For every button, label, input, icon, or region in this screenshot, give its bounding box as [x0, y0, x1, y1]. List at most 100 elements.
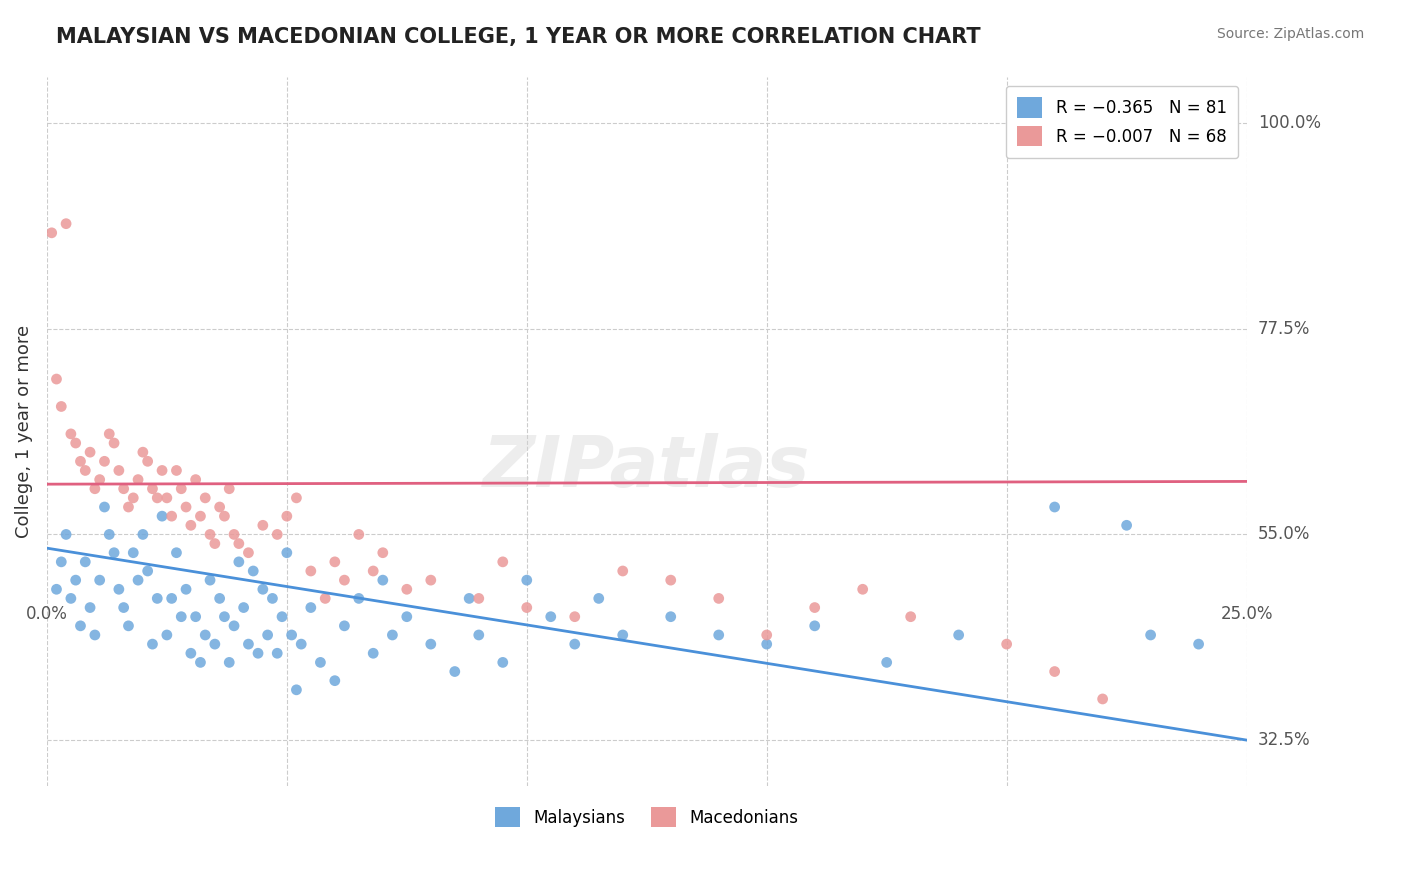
Point	[180, 518, 202, 533]
Point	[150, 463, 173, 477]
Point	[262, 591, 284, 606]
Point	[55, 527, 77, 541]
Point	[228, 555, 250, 569]
Point	[65, 436, 87, 450]
Point	[174, 500, 197, 514]
Text: 25.0%: 25.0%	[1220, 605, 1272, 624]
Text: 100.0%: 100.0%	[1258, 114, 1320, 132]
Point	[127, 473, 149, 487]
Point	[395, 609, 418, 624]
Point	[79, 600, 101, 615]
Point	[361, 564, 384, 578]
Point	[612, 628, 634, 642]
Point	[136, 564, 159, 578]
Point	[285, 682, 308, 697]
Legend: Malaysians, Macedonians: Malaysians, Macedonians	[489, 800, 804, 834]
Point	[948, 628, 970, 642]
Point	[108, 582, 131, 597]
Point	[900, 609, 922, 624]
Point	[141, 482, 163, 496]
Point	[290, 637, 312, 651]
Y-axis label: College, 1 year or more: College, 1 year or more	[15, 325, 32, 538]
Point	[612, 564, 634, 578]
Point	[89, 473, 111, 487]
Point	[98, 426, 121, 441]
Point	[333, 619, 356, 633]
Point	[141, 637, 163, 651]
Point	[59, 591, 82, 606]
Point	[242, 564, 264, 578]
Point	[45, 372, 67, 386]
Point	[184, 473, 207, 487]
Point	[98, 527, 121, 541]
Point	[803, 619, 825, 633]
Point	[117, 619, 139, 633]
Point	[194, 491, 217, 505]
Point	[166, 546, 188, 560]
Point	[208, 591, 231, 606]
Point	[174, 582, 197, 597]
Point	[103, 436, 125, 450]
Point	[371, 573, 394, 587]
Point	[1139, 628, 1161, 642]
Point	[55, 217, 77, 231]
Point	[995, 637, 1018, 651]
Point	[347, 527, 370, 541]
Point	[1187, 637, 1209, 651]
Point	[112, 600, 135, 615]
Point	[108, 463, 131, 477]
Point	[122, 546, 145, 560]
Text: 77.5%: 77.5%	[1258, 320, 1310, 338]
Point	[280, 628, 302, 642]
Point	[198, 527, 221, 541]
Point	[156, 491, 179, 505]
Text: ZIPatlas: ZIPatlas	[484, 433, 810, 501]
Point	[112, 482, 135, 496]
Point	[876, 656, 898, 670]
Point	[285, 491, 308, 505]
Point	[75, 463, 97, 477]
Point	[204, 536, 226, 550]
Point	[146, 591, 169, 606]
Point	[271, 609, 294, 624]
Point	[166, 463, 188, 477]
Point	[45, 582, 67, 597]
Point	[190, 509, 212, 524]
Point	[707, 591, 730, 606]
Point	[371, 546, 394, 560]
Point	[190, 656, 212, 670]
Point	[218, 656, 240, 670]
Point	[59, 426, 82, 441]
Point	[1043, 665, 1066, 679]
Point	[214, 509, 236, 524]
Point	[266, 527, 288, 541]
Point	[83, 628, 105, 642]
Text: 0.0%: 0.0%	[25, 605, 67, 624]
Point	[156, 628, 179, 642]
Point	[160, 509, 183, 524]
Point	[136, 454, 159, 468]
Point	[468, 591, 491, 606]
Text: 32.5%: 32.5%	[1258, 731, 1310, 749]
Point	[707, 628, 730, 642]
Point	[41, 226, 63, 240]
Point	[381, 628, 404, 642]
Point	[659, 609, 682, 624]
Point	[132, 527, 155, 541]
Point	[323, 555, 346, 569]
Point	[117, 500, 139, 514]
Point	[132, 445, 155, 459]
Point	[540, 609, 562, 624]
Text: Source: ZipAtlas.com: Source: ZipAtlas.com	[1216, 27, 1364, 41]
Point	[299, 600, 322, 615]
Point	[314, 591, 336, 606]
Point	[218, 482, 240, 496]
Point	[180, 646, 202, 660]
Point	[228, 536, 250, 550]
Point	[170, 609, 193, 624]
Point	[252, 582, 274, 597]
Point	[252, 518, 274, 533]
Point	[659, 573, 682, 587]
Point	[208, 500, 231, 514]
Point	[299, 564, 322, 578]
